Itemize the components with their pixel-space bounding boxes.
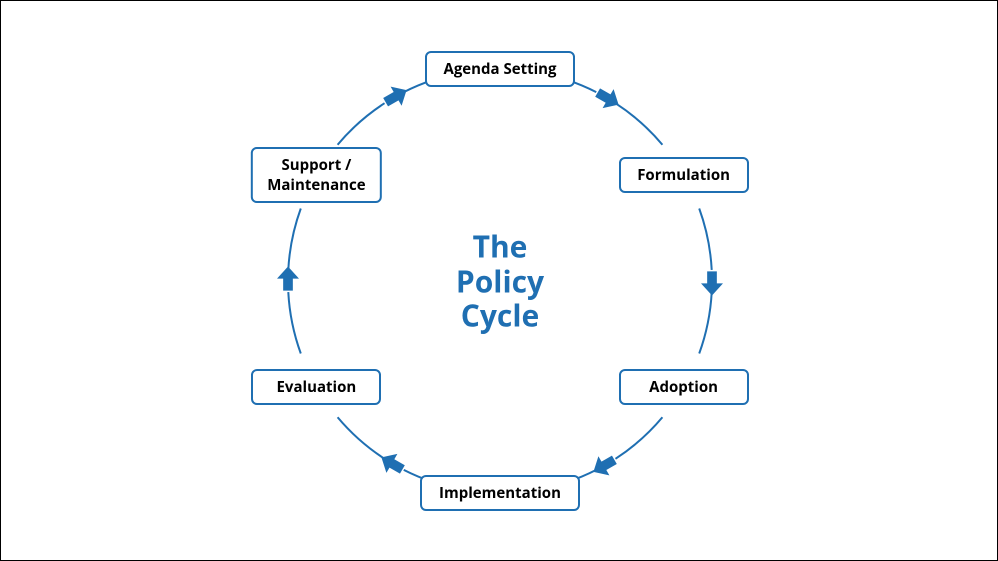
cycle-node-evaluation: Evaluation [251, 369, 381, 405]
cycle-arrow-icon [595, 88, 618, 108]
cycle-arrow-icon [593, 456, 616, 476]
cycle-node-support: Support / Maintenance [251, 147, 381, 203]
cycle-node-agenda: Agenda Setting [425, 51, 575, 87]
diagram-frame: ThePolicyCycle Agenda Setting Formulation… [0, 0, 998, 561]
cycle-node-label: Formulation [637, 165, 730, 185]
cycle-node-label: Adoption [649, 377, 718, 397]
cycle-node-adoption: Adoption [619, 369, 749, 405]
cycle-node-label: Implementation [439, 483, 561, 503]
cycle-node-formulation: Formulation [619, 157, 749, 193]
diagram-title: ThePolicyCycle [456, 229, 544, 333]
cycle-node-label: Support / Maintenance [267, 155, 365, 195]
cycle-arrow-icon [701, 271, 723, 295]
cycle-arrow-icon [381, 454, 404, 474]
cycle-node-label: Evaluation [277, 377, 357, 397]
cycle-arrow-icon [277, 266, 299, 290]
cycle-node-label: Agenda Setting [443, 59, 556, 79]
cycle-arrow-icon [383, 87, 406, 107]
cycle-node-implementation: Implementation [420, 475, 580, 511]
